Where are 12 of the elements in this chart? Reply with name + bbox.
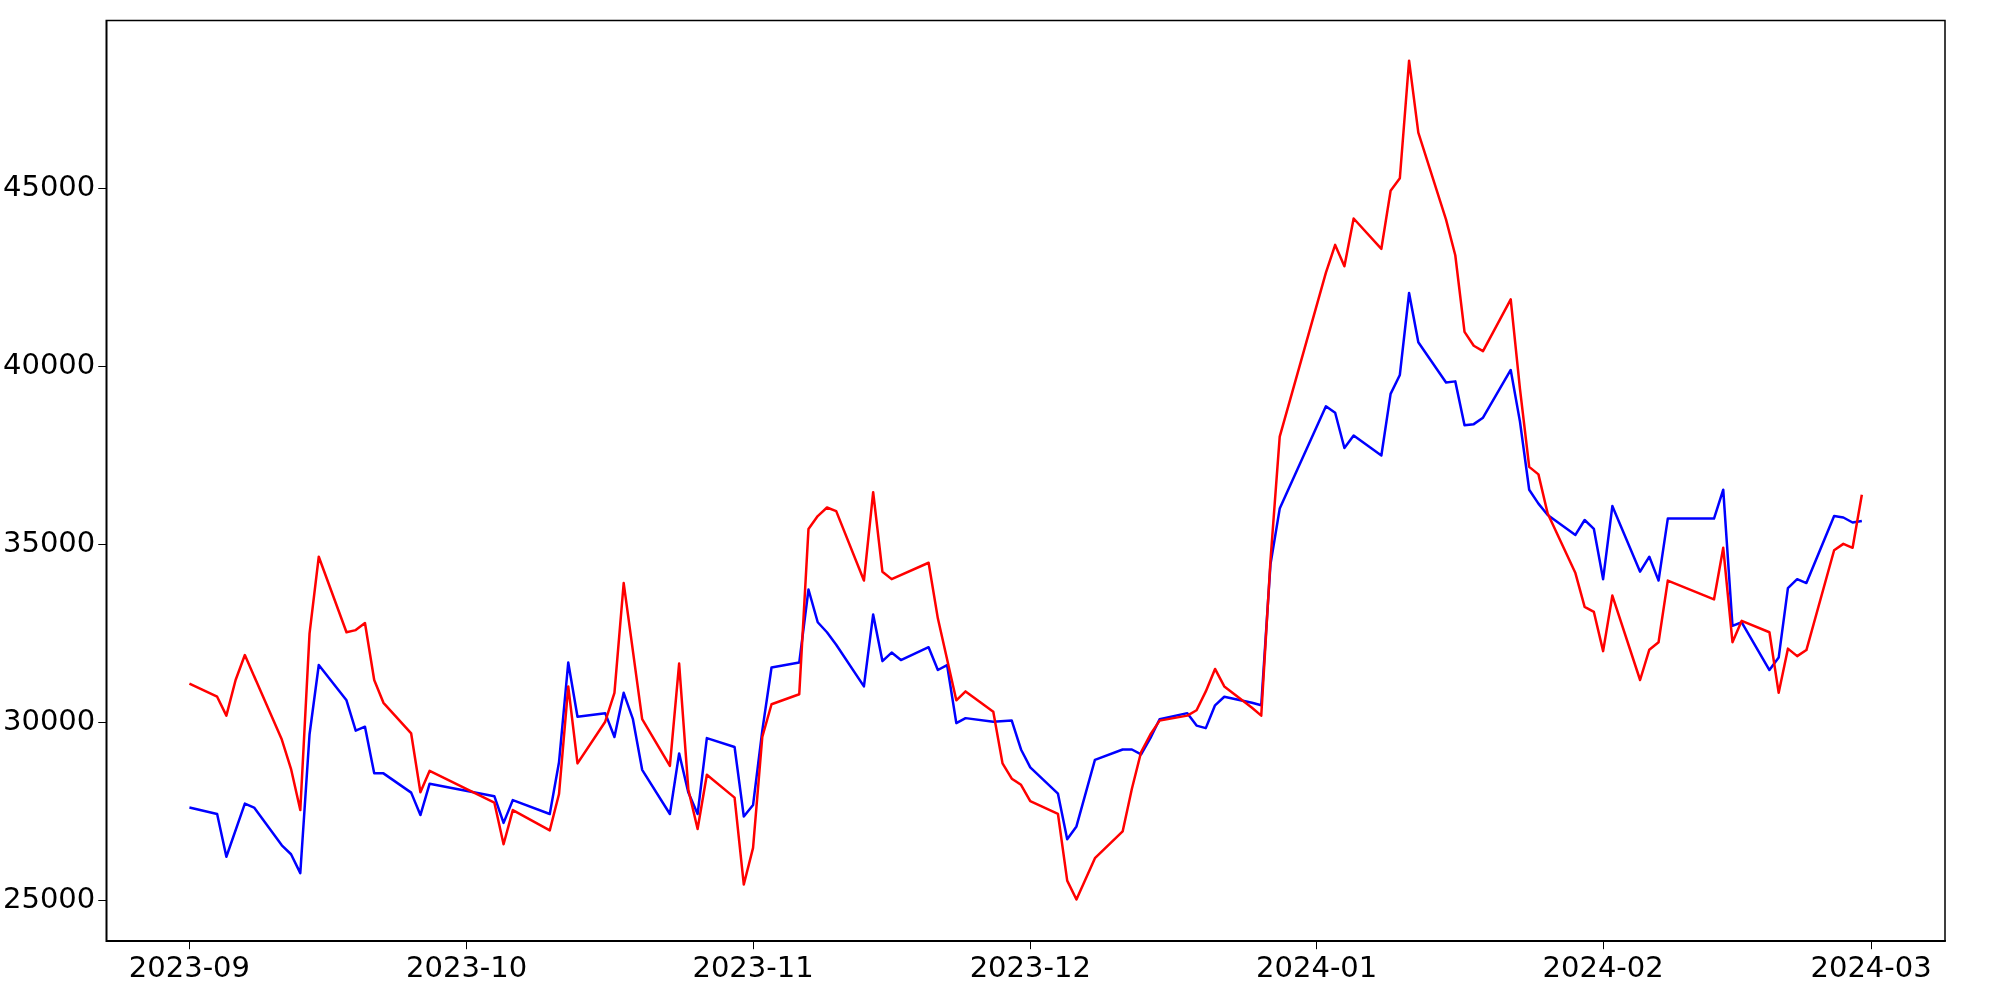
x-tick-label: 2023-10 [406,950,528,985]
x-tick-label: 2023-09 [128,950,250,985]
x-tick-label: 2024-01 [1256,950,1378,985]
y-tick-label: 30000 [2,703,96,738]
x-tick-label: 2024-02 [1542,950,1664,985]
x-tick-label: 2024-03 [1810,950,1932,985]
y-tick-label: 40000 [2,346,96,381]
x-tick-label: 2023-11 [692,950,814,985]
y-tick-label: 35000 [2,525,96,560]
x-tick-label: 2023-12 [969,950,1091,985]
y-tick-label: 45000 [2,168,96,203]
y-tick-label: 25000 [2,881,96,916]
